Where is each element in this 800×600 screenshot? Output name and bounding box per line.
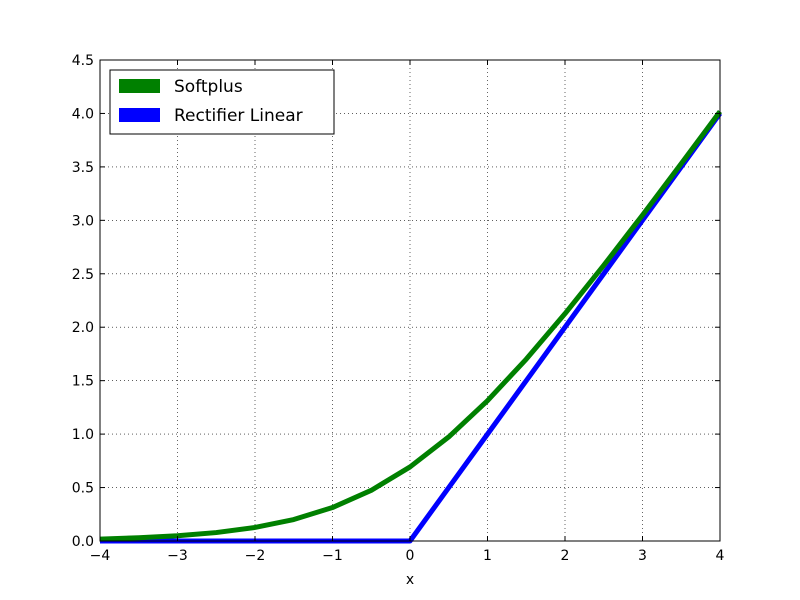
x-axis-label: x [406, 572, 414, 588]
x-tick-label: 0 [406, 548, 415, 564]
tick-labels: −4 −3 −2 −1 0 1 2 3 4 0.0 0.5 1.0 1.5 2.0 2.5 3.0 3.5 4.0… [72, 53, 725, 564]
legend: Softplus Rectifier Linear [109, 69, 335, 135]
x-tick-label: 1 [483, 548, 492, 564]
y-tick-label: 4.0 [72, 106, 94, 122]
y-tick-label: 3.0 [72, 213, 94, 229]
y-tick-label: 0.5 [72, 481, 94, 497]
y-tick-label: 1.0 [72, 427, 94, 443]
y-tick-label: 1.5 [72, 374, 94, 390]
y-tick-label: 4.5 [72, 53, 94, 69]
x-tick-label: −1 [322, 548, 343, 564]
legend-label-softplus: Softplus [174, 77, 243, 97]
series-line-softplus [99, 110, 723, 542]
legend-label-rectifier-linear: Rectifier Linear [174, 106, 303, 126]
x-tick-label: −3 [167, 548, 188, 564]
x-tick-label: 4 [716, 548, 725, 564]
y-tick-label: 2.0 [72, 320, 94, 336]
y-tick-label: 2.5 [72, 267, 94, 283]
x-tick-label: −4 [90, 548, 111, 564]
legend-swatch-rectifier-linear [119, 108, 160, 122]
x-tick-label: −2 [245, 548, 266, 564]
x-tick-label: 3 [638, 548, 647, 564]
y-tick-label: 0.0 [72, 534, 94, 550]
y-tick-label: 3.5 [72, 160, 94, 176]
legend-swatch-softplus [119, 79, 160, 93]
x-tick-label: 2 [561, 548, 570, 564]
ticks [99, 59, 721, 542]
